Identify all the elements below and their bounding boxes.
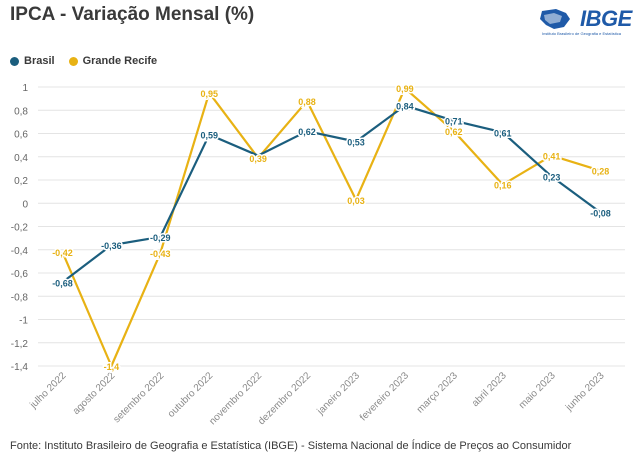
data-label-grande-recife: -0,43 [150,249,171,259]
data-label-brasil: -0,29 [150,233,171,243]
y-tick-label: 1 [22,83,28,94]
y-tick-label: 0,8 [14,106,28,117]
legend-item-brasil[interactable]: Brasil [10,55,55,67]
y-tick-label: -1 [19,316,28,327]
chart-title: IPCA - Variação Mensal (%) [10,4,255,25]
y-tick-label: 0 [22,199,28,210]
legend-item-grande-recife[interactable]: Grande Recife [68,55,158,67]
series-line-grande-recife [61,87,601,368]
x-tick-label: dezembro 2022 [256,370,313,427]
x-tick-label: maio 2023 [517,370,558,411]
data-label-brasil: -0,08 [590,209,611,219]
data-label-brasil: 0,23 [543,173,561,183]
data-label-brasil: -0,68 [52,278,73,288]
legend-marker-brasil [10,56,19,66]
data-label-grande-recife: 0,39 [249,154,267,164]
data-label-grande-recife: 0,28 [592,167,610,177]
legend: Brasil Grande Recife [10,55,157,67]
y-tick-label: -1,2 [11,339,29,350]
logo-subtext: Instituto Brasileiro de Geografia e Esta… [542,31,621,36]
line-chart: 1 0,8 0,6 0,4 0,2 0 -0,2 -0,4 -0,6 -0,8 -1 -1,2 -1,4… [11,83,625,427]
y-tick-label: 0,2 [14,176,28,187]
x-tick-label: janeiro 2023 [315,370,363,418]
series-line-brasil [61,104,602,284]
data-label-grande-recife: -0,42 [52,248,73,258]
x-tick-label: fevereiro 2023 [358,370,411,423]
x-tick-label: outubro 2022 [166,370,216,420]
data-label-brasil: 0,62 [298,127,316,137]
data-label-grande-recife: 0,99 [396,84,414,94]
data-label-brasil: 0,84 [396,102,414,112]
data-label-grande-recife: -1,4 [104,362,120,372]
logo-text: IBGE [580,6,632,31]
y-tick-label: -0,6 [11,269,29,280]
data-label-grande-recife: 0,95 [200,89,218,99]
legend-label-brasil: Brasil [24,55,55,67]
x-tick-label: setembro 2022 [111,370,166,425]
data-label-brasil: -0,36 [101,241,122,251]
data-label-brasil: 0,59 [200,131,218,141]
y-tick-label: 0,4 [14,153,28,164]
data-label-brasil: 0,71 [445,117,463,127]
y-tick-label: -0,8 [11,292,29,303]
ibge-logo: IBGE Instituto Brasileiro de Geografia e… [536,6,632,40]
data-label-grande-recife: 0,03 [347,196,365,206]
data-label-brasil: 0,61 [494,128,512,138]
legend-label-grande-recife: Grande Recife [82,55,158,67]
data-label-grande-recife: 0,41 [543,152,561,162]
y-tick-label: 0,6 [14,130,28,141]
x-tick-label: março 2023 [415,370,460,415]
data-label-brasil: 0,53 [347,138,365,148]
y-tick-label: -1,4 [11,362,29,373]
x-tick-label: agosto 2022 [71,370,118,417]
legend-marker-grande-recife [68,56,78,66]
y-tick-label: -0,2 [11,223,29,234]
y-tick-label: -0,4 [11,246,29,257]
x-tick-label: junho 2023 [563,370,607,414]
brazil-map-icon [540,9,570,29]
data-label-grande-recife: 0,16 [494,181,512,191]
x-tick-label: abril 2023 [470,370,509,409]
data-label-grande-recife: 0,62 [445,127,463,137]
data-label-grande-recife: 0,88 [298,97,316,107]
x-tick-label: julho 2022 [27,370,68,411]
source-note: Fonte: Instituto Brasileiro de Geografia… [10,440,572,452]
